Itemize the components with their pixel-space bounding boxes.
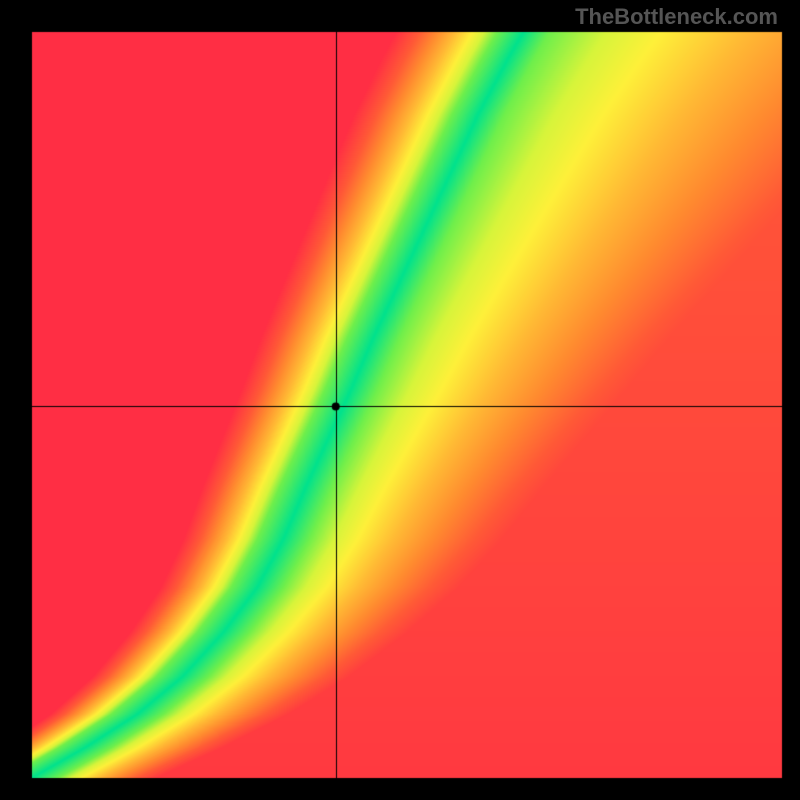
- watermark-text: TheBottleneck.com: [575, 4, 778, 30]
- bottleneck-heatmap: [0, 0, 800, 800]
- chart-container: { "watermark": { "text": "TheBottleneck.…: [0, 0, 800, 800]
